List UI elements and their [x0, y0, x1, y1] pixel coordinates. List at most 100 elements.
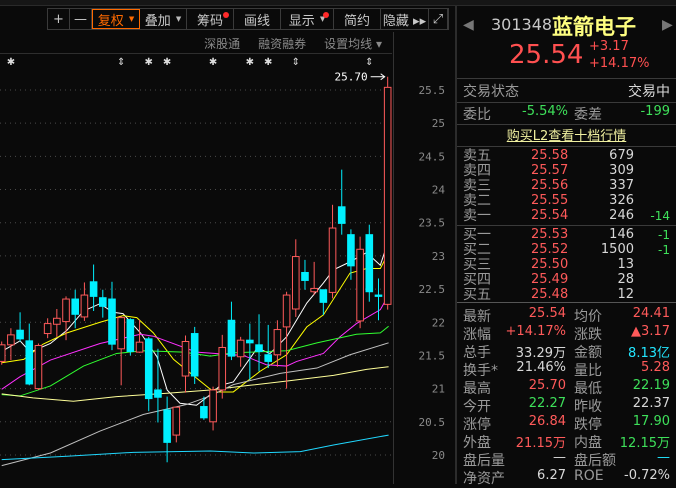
adjust-button[interactable]: 复权 ▼: [92, 9, 140, 29]
candle[interactable]: [246, 323, 254, 380]
event-marker-icon[interactable]: ✱: [264, 57, 272, 68]
stat-label: 跌停: [574, 417, 602, 433]
candle[interactable]: [356, 236, 364, 329]
candle[interactable]: [291, 239, 300, 317]
zoom-out-button[interactable]: —: [70, 9, 92, 29]
candle[interactable]: [25, 323, 34, 386]
stat-label: 外盘: [463, 435, 491, 451]
price-change-pct: +14.17%: [589, 56, 650, 71]
candle[interactable]: [282, 291, 291, 389]
candle[interactable]: [144, 336, 153, 412]
y-tick-label: 23.5: [419, 217, 446, 230]
candle[interactable]: [328, 204, 337, 299]
toolbar-label: 简约: [343, 13, 370, 29]
candle[interactable]: [200, 396, 208, 420]
candle[interactable]: [163, 396, 171, 463]
candle[interactable]: [43, 318, 52, 339]
sgt-button[interactable]: 深股通: [204, 37, 241, 51]
display-button[interactable]: 显示 ▼: [281, 9, 334, 29]
candle[interactable]: [126, 318, 135, 356]
candle[interactable]: [80, 282, 89, 321]
candle[interactable]: [98, 289, 107, 318]
event-marker-icon[interactable]: ✱: [246, 57, 254, 68]
ma-settings-dropdown[interactable]: 设置均线 ▾: [324, 37, 382, 51]
notification-dot-icon: [223, 12, 229, 18]
candle[interactable]: [337, 169, 346, 235]
candle[interactable]: [71, 289, 80, 329]
candle[interactable]: [34, 343, 43, 390]
order-book-row: 卖五 25.58 679: [457, 149, 676, 166]
event-marker-icon[interactable]: ✱: [7, 57, 15, 68]
l2-purchase-link[interactable]: 购买L2查看十档行情: [506, 129, 627, 144]
candle[interactable]: [310, 261, 318, 296]
overlay-button[interactable]: 叠加 ▼: [140, 9, 187, 29]
candle[interactable]: [383, 76, 392, 310]
candle[interactable]: [7, 328, 15, 361]
last-price: 25.54: [509, 40, 584, 70]
toolbar-label: 显示: [288, 13, 315, 29]
candle[interactable]: [347, 229, 355, 280]
candle[interactable]: [255, 314, 263, 372]
candle[interactable]: [236, 336, 245, 367]
toolbar-label: 画线: [243, 13, 270, 29]
y-tick-label: 25: [432, 117, 445, 130]
candle[interactable]: [218, 334, 227, 399]
order-book-row: 买五 25.48 12: [457, 288, 676, 305]
hide-button[interactable]: 隐藏 ▸▸: [381, 9, 429, 29]
level-price: 25.57: [531, 163, 569, 178]
candle[interactable]: [117, 316, 125, 386]
candle[interactable]: [374, 278, 383, 321]
event-marker-icon[interactable]: ✱: [209, 57, 217, 68]
candle[interactable]: [154, 348, 162, 423]
next-stock-icon[interactable]: ▶: [662, 17, 673, 33]
candle-body: [328, 227, 337, 293]
candle-body: [25, 340, 34, 385]
quote-panel: ◀ 301348 蓝箭电子 ▶ 25.54 +3.17 +14.17% 交易状态…: [457, 6, 676, 487]
stats-row: 最新 25.54 均价 24.41: [457, 306, 676, 325]
simple-button[interactable]: 简约: [334, 9, 381, 29]
event-marker-icon[interactable]: ⇕: [292, 57, 300, 68]
y-tick-label: 20.5: [419, 416, 446, 429]
candle[interactable]: [181, 335, 190, 393]
candle-body: [135, 341, 144, 353]
candle-body: [347, 234, 355, 267]
candle[interactable]: [108, 281, 116, 351]
candle-body: [43, 323, 52, 335]
event-marker-icon[interactable]: ✱: [145, 57, 153, 68]
candle[interactable]: [301, 259, 309, 290]
toolbar-label: 叠加: [144, 13, 171, 29]
level-price: 25.53: [531, 227, 569, 242]
prev-stock-icon[interactable]: ◀: [463, 17, 474, 33]
level-label: 买四: [463, 272, 491, 288]
candle[interactable]: [365, 224, 374, 302]
stat-label: 量比: [574, 363, 602, 379]
event-marker-icon[interactable]: ⇕: [365, 57, 373, 68]
candle[interactable]: [172, 406, 181, 443]
candle[interactable]: [0, 341, 6, 365]
wb-value: -5.54%: [522, 104, 568, 119]
candle[interactable]: [273, 320, 282, 367]
candle[interactable]: [209, 386, 217, 431]
event-marker-icon[interactable]: ✱: [163, 57, 171, 68]
fullscreen-button[interactable]: ⤢: [429, 9, 448, 29]
zoom-in-button[interactable]: +: [48, 9, 70, 29]
stats-row: 总手 33.29万 金额 8.13亿: [457, 342, 676, 361]
event-marker-icon[interactable]: ⇕: [117, 57, 125, 68]
draw-line-button[interactable]: 画线: [234, 9, 281, 29]
candle[interactable]: [264, 324, 273, 369]
kline-chart[interactable]: 25.5 25 24.5 24 23.5 23 22.5 22 21.5 21 20.5 20 ✱ ⇕ ✱ ✱…: [0, 0, 456, 484]
stat-value: 25.70: [528, 378, 566, 393]
level-volume: 28: [617, 272, 634, 287]
candle-body: [255, 344, 263, 352]
candle[interactable]: [62, 296, 70, 341]
candle[interactable]: [319, 289, 328, 315]
margin-trading-button[interactable]: 融资融券: [258, 37, 307, 51]
candle[interactable]: [53, 308, 61, 337]
candle[interactable]: [16, 312, 24, 342]
candle[interactable]: [135, 319, 144, 353]
candle[interactable]: [227, 301, 236, 361]
candle[interactable]: [190, 326, 199, 384]
chips-button[interactable]: 筹码: [187, 9, 234, 29]
candle[interactable]: [89, 264, 98, 311]
stat-value: 21.15万: [515, 436, 566, 451]
